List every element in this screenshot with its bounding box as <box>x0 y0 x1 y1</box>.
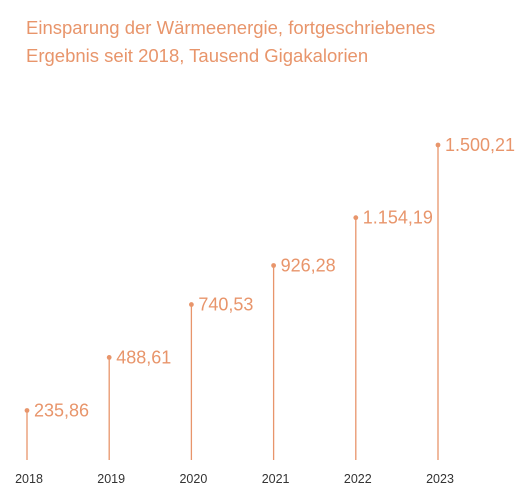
x-tick-label-2021: 2021 <box>262 472 290 486</box>
x-tick-label-2020: 2020 <box>179 472 207 486</box>
chart-title-line2: Ergebnis seit 2018, Tausend Gigakalorien <box>26 45 369 66</box>
chart-title-line1: Einsparung der Wärmeenergie, fortgeschri… <box>26 17 436 38</box>
value-label-2020: 740,53 <box>198 295 253 315</box>
lollipop-dot-2018 <box>24 408 30 413</box>
lollipop-dot-2019 <box>106 355 112 360</box>
lollipop-dot-2023 <box>435 142 441 148</box>
lollipop-dot-2021 <box>271 263 276 268</box>
lollipop-dot-2020 <box>189 302 194 307</box>
lollipop-dot-2022 <box>353 215 359 221</box>
chart-title: Einsparung der Wärmeenergie, fortgeschri… <box>26 14 506 70</box>
x-tick-label-2018: 2018 <box>15 472 43 486</box>
value-label-2019: 488,61 <box>116 347 171 367</box>
value-label-2018: 235,86 <box>34 400 89 420</box>
x-tick-label-2022: 2022 <box>344 472 372 486</box>
x-tick-label-2019: 2019 <box>97 472 125 486</box>
value-label-2023: 1.500,21 <box>445 135 515 155</box>
x-tick-label-2023: 2023 <box>426 472 454 486</box>
value-label-2022: 1.154,19 <box>363 208 433 228</box>
value-label-2021: 926,28 <box>281 256 336 276</box>
